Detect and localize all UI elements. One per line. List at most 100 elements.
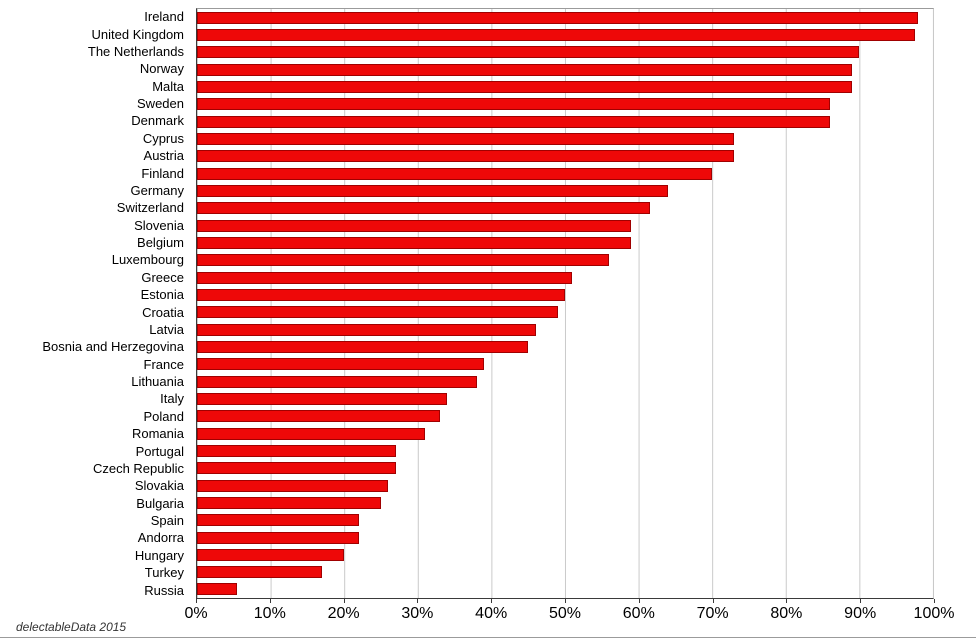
bar-row <box>197 494 933 511</box>
category-label: Bosnia and Herzegovina <box>42 339 184 355</box>
x-axis: 0% 10% 20% 30% 40% 50% 60% 70% 80% 90% 100% <box>184 599 954 629</box>
category-label: Italy <box>160 391 184 407</box>
bar <box>197 392 448 405</box>
x-tick-mark <box>934 599 935 603</box>
bar-row <box>197 338 933 355</box>
bar <box>197 479 389 492</box>
x-tick-label: 40% <box>475 605 508 622</box>
bar-row <box>197 130 933 147</box>
bar-row <box>197 26 933 43</box>
x-tick-mark <box>343 599 345 603</box>
bar-row <box>197 460 933 477</box>
category-label: Sweden <box>137 96 184 112</box>
bar-row <box>197 581 933 598</box>
bar-row <box>197 408 933 425</box>
x-tick-mark <box>491 599 493 603</box>
category-label: Denmark <box>131 113 184 129</box>
x-tick-label: 0% <box>184 605 208 622</box>
bar <box>197 514 359 527</box>
watermark: delectableData 2015 <box>16 620 127 634</box>
bar <box>197 202 650 215</box>
bar-row <box>197 477 933 494</box>
category-label: Latvia <box>149 321 184 337</box>
x-tick-mark <box>196 599 197 603</box>
category-label: Romania <box>131 426 184 442</box>
category-label: Spain <box>150 513 184 529</box>
bar <box>197 358 485 371</box>
bar <box>197 427 426 440</box>
category-label: Russia <box>144 582 184 598</box>
bar-row <box>197 217 933 234</box>
category-label: France <box>143 356 184 372</box>
bar-row <box>197 546 933 563</box>
category-label: Ireland <box>144 9 184 25</box>
x-tick-label: 100% <box>913 605 955 622</box>
x-tick-label: 10% <box>253 605 286 622</box>
bar-row <box>197 356 933 373</box>
bar <box>197 46 860 59</box>
bar <box>197 462 396 475</box>
category-label: United Kingdom <box>91 26 185 42</box>
bar <box>197 288 565 301</box>
bar-row <box>197 44 933 61</box>
bar <box>197 167 713 180</box>
bar <box>197 444 396 457</box>
category-label: Cyprus <box>142 130 184 146</box>
bar-row <box>197 321 933 338</box>
bar <box>197 236 632 249</box>
bar <box>197 28 915 41</box>
bar-row <box>197 148 933 165</box>
category-label: Belgium <box>137 235 184 251</box>
bar <box>197 566 323 579</box>
x-tick-mark <box>417 599 419 603</box>
x-tick-label: 20% <box>327 605 360 622</box>
bar <box>197 80 853 93</box>
bar <box>197 219 632 232</box>
bar <box>197 63 853 76</box>
bar-row <box>197 9 933 26</box>
bar <box>197 254 610 267</box>
bar-row <box>197 252 933 269</box>
bar <box>197 132 735 145</box>
category-label: Czech Republic <box>92 460 184 476</box>
category-label: Turkey <box>144 565 184 581</box>
bar <box>197 323 536 336</box>
x-tick-mark <box>638 599 640 603</box>
category-label: Malta <box>152 78 184 94</box>
x-tick-mark <box>712 599 714 603</box>
bar-row <box>197 165 933 182</box>
bar <box>197 531 359 544</box>
bar <box>197 410 440 423</box>
category-label: Finland <box>141 165 184 181</box>
bar <box>197 98 830 111</box>
category-label: Bulgaria <box>136 495 184 511</box>
category-label: Germany <box>130 182 184 198</box>
bar-row <box>197 425 933 442</box>
bar <box>197 340 529 353</box>
y-axis-labels: Ireland United Kingdom The Netherlands Norw… <box>0 8 190 599</box>
category-label: Lithuania <box>131 374 184 390</box>
x-tick-label: 70% <box>696 605 729 622</box>
bar-row <box>197 200 933 217</box>
bar-row <box>197 182 933 199</box>
bar-row <box>197 269 933 286</box>
category-label: Hungary <box>134 547 184 563</box>
bar-row <box>197 234 933 251</box>
bar <box>197 548 345 561</box>
bar-row <box>197 390 933 407</box>
bar-row <box>197 96 933 113</box>
bar-row <box>197 529 933 546</box>
category-label: Norway <box>139 61 184 77</box>
category-label: Austria <box>143 148 184 164</box>
category-label: Switzerland <box>116 200 184 216</box>
x-tick-mark <box>786 599 788 603</box>
category-label: Estonia <box>140 287 184 303</box>
category-label: Slovenia <box>134 217 184 233</box>
bar-row <box>197 113 933 130</box>
x-tick-label: 30% <box>401 605 434 622</box>
x-tick-mark <box>860 599 862 603</box>
bar-row <box>197 286 933 303</box>
x-tick-label: 50% <box>548 605 582 622</box>
bar-row <box>197 564 933 581</box>
